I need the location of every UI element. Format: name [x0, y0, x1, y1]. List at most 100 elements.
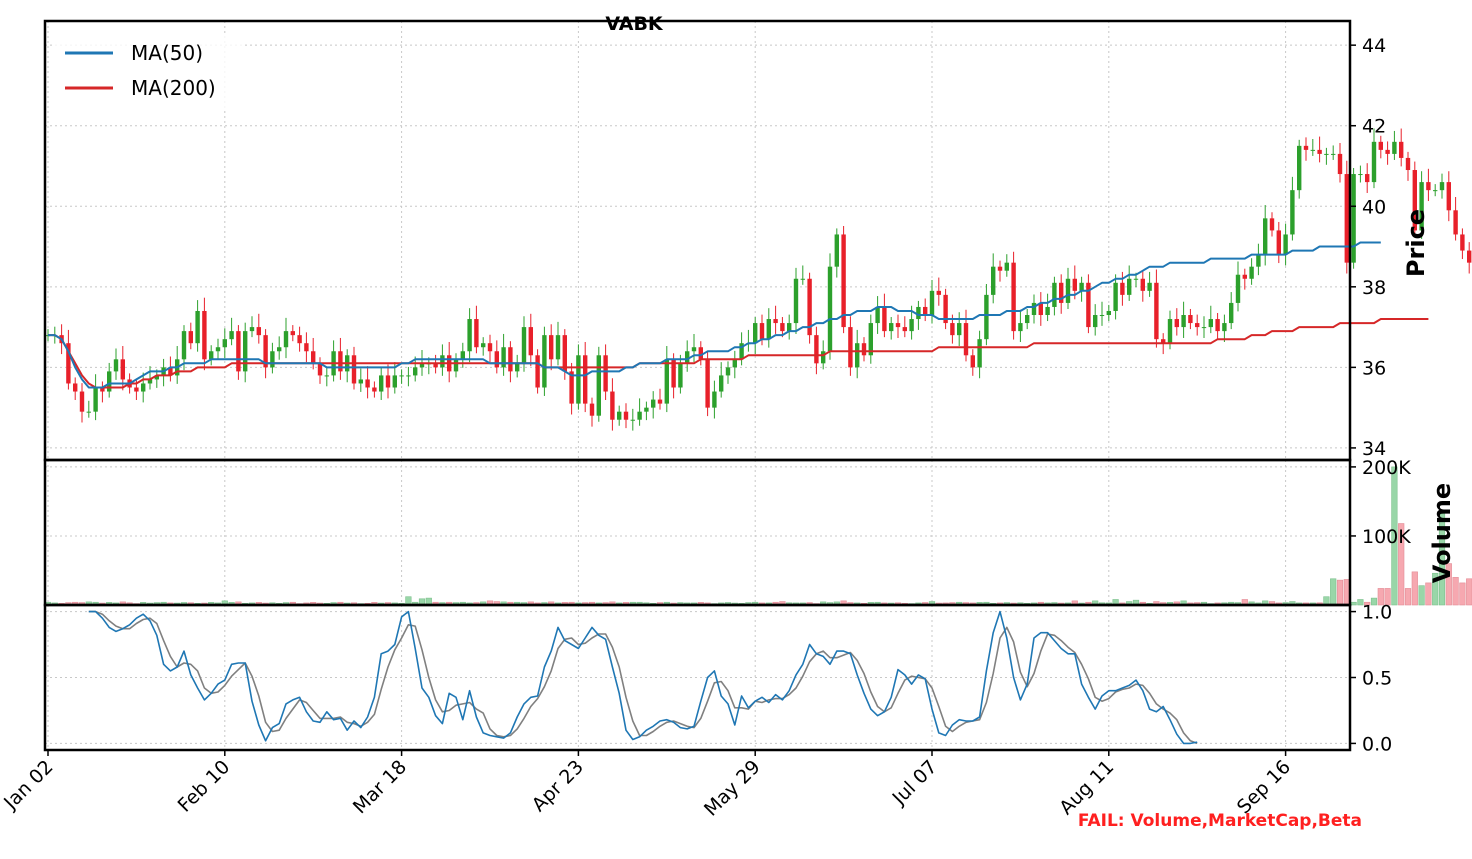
- candle-body: [1167, 319, 1173, 344]
- candle-body: [141, 383, 146, 392]
- price-tick-label: 40: [1362, 196, 1386, 218]
- candle-body: [93, 387, 98, 412]
- grid-layer: [45, 21, 1350, 750]
- candle-body: [100, 387, 105, 392]
- candle-body: [413, 367, 418, 376]
- candle-body: [827, 266, 833, 352]
- candle-body: [1399, 141, 1404, 158]
- price-tick-label: 36: [1362, 357, 1386, 379]
- candle-body: [1371, 141, 1377, 183]
- volume-bar: [1404, 588, 1412, 606]
- candle-body: [549, 335, 554, 360]
- volume-bar: [1398, 523, 1405, 606]
- candle-body: [392, 375, 397, 388]
- candle-body: [453, 359, 459, 372]
- candle-body: [861, 343, 867, 356]
- candle-body: [209, 351, 214, 360]
- candle-body: [685, 351, 690, 364]
- candle-body: [1106, 310, 1111, 316]
- candle-body: [147, 379, 153, 384]
- candle-body: [181, 331, 187, 360]
- candle-body: [1011, 262, 1016, 332]
- candle-body: [739, 343, 744, 360]
- candle-body: [596, 355, 601, 416]
- candle-body: [909, 319, 914, 332]
- volume-tick-label: 200K: [1362, 457, 1411, 479]
- candle-body: [821, 351, 826, 364]
- ma50-line: [48, 241, 1381, 389]
- price-axis-label: Price: [1402, 209, 1430, 277]
- candle-body: [712, 391, 717, 408]
- candle-body: [1222, 323, 1227, 332]
- candle-body: [800, 278, 805, 280]
- candle-body: [1324, 153, 1329, 155]
- candle-body: [834, 234, 839, 267]
- candle-body: [236, 331, 241, 372]
- candle-body: [787, 323, 792, 332]
- stoch-tick-label: 1.0: [1362, 602, 1392, 624]
- stoch-k-line: [88, 610, 1198, 745]
- price-tick-label: 38: [1362, 277, 1386, 299]
- stoch-tick-label: 0.5: [1362, 668, 1392, 690]
- candle-body: [487, 343, 493, 352]
- candle-body: [991, 266, 996, 295]
- price-tick-label: 44: [1362, 35, 1386, 57]
- candle-body: [1344, 174, 1349, 263]
- x-tick-label: May 29: [700, 756, 765, 821]
- candle-body: [1358, 174, 1363, 176]
- candle-body: [1446, 182, 1451, 211]
- candle-body: [1392, 141, 1397, 154]
- candle-body: [1147, 282, 1152, 291]
- stochastic-lines: [88, 610, 1198, 745]
- candle-body: [1310, 149, 1315, 151]
- candle-body: [1065, 278, 1071, 303]
- candle-body: [589, 403, 595, 416]
- x-tick-label: Apr 23: [528, 756, 588, 816]
- candle-body: [542, 335, 547, 388]
- candle-body: [562, 335, 567, 372]
- candle-body: [1133, 278, 1139, 280]
- volume-bar: [1432, 572, 1439, 606]
- candle-body: [86, 411, 91, 413]
- candle-body: [270, 351, 275, 368]
- candle-body: [1127, 278, 1132, 295]
- candle-body: [1419, 182, 1424, 231]
- candle-body: [263, 335, 268, 368]
- candle-body: [759, 323, 765, 340]
- candle-body: [902, 327, 907, 332]
- volume-bar: [1364, 601, 1371, 606]
- volume-bar: [1330, 578, 1337, 606]
- candle-body: [1426, 182, 1431, 191]
- candle-body: [657, 399, 663, 404]
- candle-body: [107, 371, 112, 392]
- volume-bar: [1391, 466, 1398, 606]
- candle-body: [358, 379, 363, 384]
- candle-body: [963, 323, 969, 356]
- candle-body: [433, 363, 438, 368]
- candle-body: [623, 411, 629, 420]
- candle-body: [1433, 190, 1438, 192]
- candle-body: [1351, 174, 1356, 263]
- candle-body: [807, 278, 812, 336]
- candle-body: [73, 383, 78, 392]
- candle-body: [324, 375, 329, 377]
- candle-body: [351, 355, 357, 384]
- candle-body: [882, 306, 887, 332]
- candle-body: [943, 294, 948, 324]
- candle-body: [338, 351, 343, 372]
- candle-body: [1120, 282, 1125, 295]
- candle-body: [1256, 254, 1261, 267]
- candle-body: [515, 363, 520, 372]
- stoch-d-line: [88, 610, 1198, 745]
- axis-labels: Jan 02 Feb 10 Mar 18 Apr 23 May 29 Jul 07 Aug …: [0, 35, 1411, 821]
- candle-body: [1031, 302, 1037, 316]
- candle-body: [222, 339, 227, 348]
- candle-body: [637, 411, 642, 420]
- candle-body: [1201, 327, 1207, 329]
- volume-bar: [1418, 585, 1425, 606]
- candle-body: [1365, 174, 1370, 183]
- candle-body: [848, 327, 853, 368]
- candle-body: [1229, 302, 1234, 324]
- volume-bar: [1445, 563, 1452, 606]
